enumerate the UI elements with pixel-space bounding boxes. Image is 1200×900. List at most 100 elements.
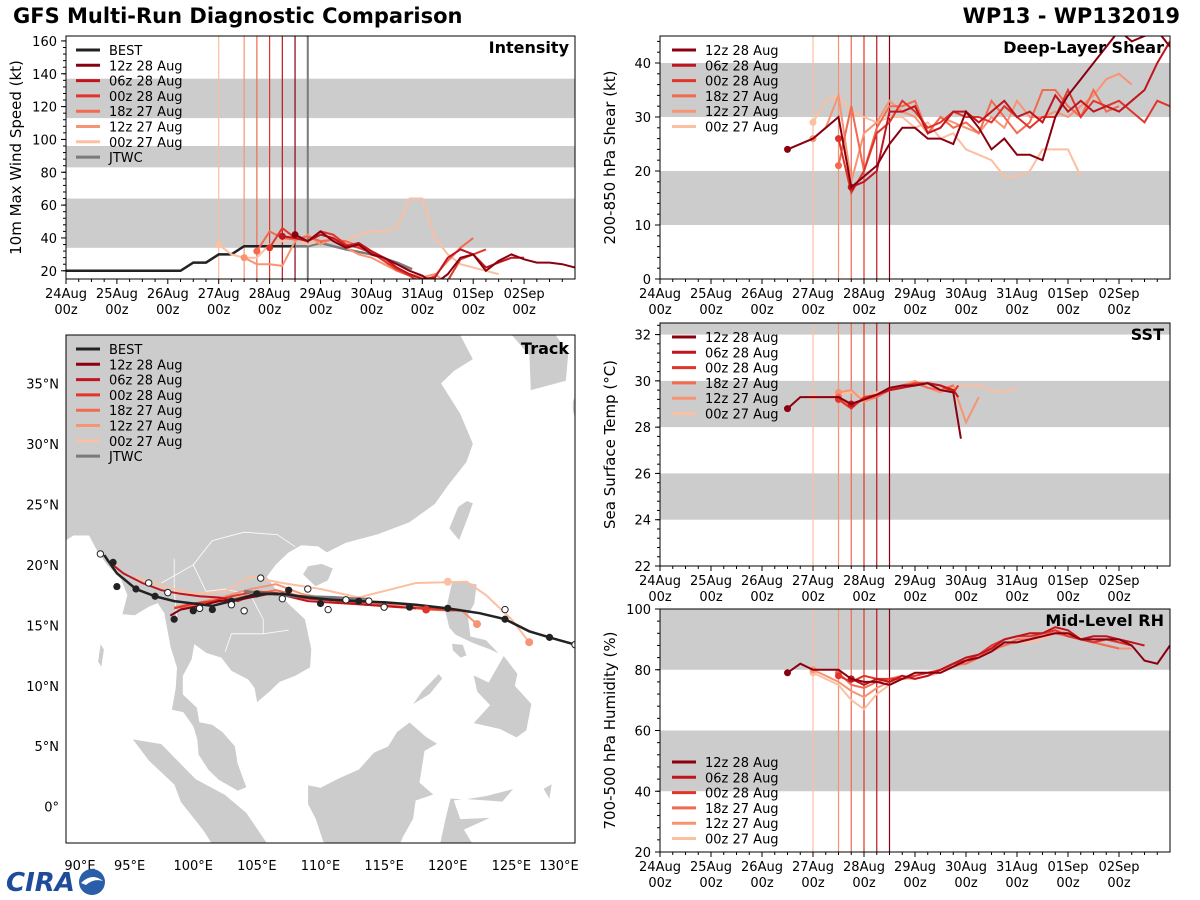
y-tick-label: 5°N <box>35 740 60 755</box>
page-title: GFS Multi-Run Diagnostic Comparison <box>13 4 463 28</box>
best-track-open-point <box>256 574 265 582</box>
x-tick-label: 02Sep <box>504 287 545 302</box>
x-tick-label: 30Aug <box>945 860 987 875</box>
intensity-panel: 2040608010012014016024Aug00z25Aug00z26Au… <box>7 35 576 318</box>
best-track-open-point <box>324 605 332 614</box>
threshold-band <box>660 730 1170 792</box>
legend-label: BEST <box>109 44 142 59</box>
x-tick-label: 26Aug <box>147 287 189 302</box>
legend-label: 12z 27 Aug <box>109 121 183 136</box>
track-init-point <box>443 577 452 586</box>
best-track-open-point <box>227 601 236 609</box>
y-tick-label: 100 <box>626 603 651 618</box>
x-tick-hour: 00z <box>903 876 927 891</box>
x-tick-hour: 00z <box>1005 303 1029 318</box>
x-tick-hour: 00z <box>954 303 978 318</box>
x-tick-hour: 00z <box>105 303 129 318</box>
series-line <box>786 382 962 439</box>
x-tick-hour: 00z <box>1005 590 1029 605</box>
land-mass <box>97 642 105 669</box>
x-tick-label: 110°E <box>301 859 341 874</box>
x-tick-label: 95°E <box>114 859 145 874</box>
legend-label: 00z 28 Aug <box>109 389 183 404</box>
legend-label: 18z 27 Aug <box>109 404 183 419</box>
y-tick-label: 10°N <box>26 680 59 695</box>
x-tick-label: 125°E <box>492 859 532 874</box>
panel-title: Deep-Layer Shear <box>1003 38 1164 57</box>
x-tick-label: 31Aug <box>401 287 443 302</box>
legend-label: 06z 28 Aug <box>109 374 183 389</box>
best-track-point <box>316 599 325 608</box>
x-tick-hour: 00z <box>699 876 723 891</box>
legend-label: 06z 28 Aug <box>705 346 779 361</box>
land-mass <box>131 738 268 843</box>
x-tick-hour: 00z <box>156 303 180 318</box>
land-mass <box>259 878 377 900</box>
legend-label: 00z 27 Aug <box>109 435 183 450</box>
x-tick-hour: 00z <box>852 590 876 605</box>
x-tick-label: 28Aug <box>249 287 291 302</box>
legend-label: JTWC <box>108 151 143 166</box>
panel-title: Intensity <box>489 38 570 57</box>
x-tick-label: 24Aug <box>639 287 681 302</box>
best-track-point <box>113 582 121 591</box>
best-track-open-point <box>501 605 509 614</box>
best-track-point <box>208 605 216 614</box>
y-tick-label: 32 <box>634 329 651 344</box>
x-tick-label: 25Aug <box>690 860 732 875</box>
land-mass <box>451 643 468 659</box>
y-tick-label: 20 <box>634 846 651 861</box>
x-tick-hour: 00z <box>309 303 333 318</box>
y-tick-label: 30 <box>634 375 651 390</box>
legend-label: 00z 28 Aug <box>705 362 779 377</box>
legend-label: 12z 28 Aug <box>705 756 779 771</box>
x-tick-label: 26Aug <box>741 860 783 875</box>
best-track-point <box>405 603 414 611</box>
x-tick-hour: 00z <box>648 876 672 891</box>
legend-label: 12z 28 Aug <box>109 358 183 373</box>
series-init-point <box>835 672 842 680</box>
series-line <box>837 87 1170 196</box>
legend-label: 18z 27 Aug <box>705 90 779 105</box>
legend-label: 12z 27 Aug <box>705 817 779 832</box>
x-tick-hour: 00z <box>512 303 536 318</box>
x-tick-hour: 00z <box>1107 303 1131 318</box>
series-line <box>282 233 525 279</box>
x-tick-hour: 00z <box>54 303 78 318</box>
legend-label: 12z 28 Aug <box>109 59 183 74</box>
track-init-point <box>422 605 431 614</box>
track-init-point <box>525 638 534 647</box>
best-track-point <box>151 592 159 600</box>
x-tick-label: 28Aug <box>843 574 885 589</box>
x-tick-label: 130°E <box>539 859 579 874</box>
x-tick-label: 24Aug <box>639 860 681 875</box>
y-axis-label: 200-850 hPa Shear (kt) <box>601 71 619 245</box>
y-tick-label: 35°N <box>26 377 59 392</box>
x-tick-label: 02Sep <box>1098 860 1139 875</box>
x-tick-label: 120°E <box>428 859 468 874</box>
best-track-point <box>444 604 452 612</box>
y-tick-label: 28 <box>634 421 651 436</box>
series-init-point <box>784 405 791 413</box>
x-tick-hour: 00z <box>750 303 774 318</box>
x-tick-hour: 00z <box>360 303 384 318</box>
y-tick-label: 30 <box>634 111 651 126</box>
best-track-point <box>132 585 140 593</box>
y-axis-label: Sea Surface Temp (°C) <box>601 360 619 529</box>
y-tick-label: 24 <box>634 514 651 529</box>
best-track-open-point <box>96 550 105 558</box>
series-init-point <box>784 669 791 677</box>
land-mass <box>572 395 575 420</box>
best-track-point <box>253 590 261 598</box>
series-init-point <box>215 241 223 249</box>
land-mass <box>571 842 575 843</box>
legend-label: 00z 28 Aug <box>705 787 779 802</box>
legend-label: 06z 28 Aug <box>109 75 183 90</box>
x-tick-label: 01Sep <box>453 287 494 302</box>
legend-label: 00z 28 Aug <box>109 90 183 105</box>
best-track-point <box>189 607 197 615</box>
land-mass <box>511 335 569 391</box>
